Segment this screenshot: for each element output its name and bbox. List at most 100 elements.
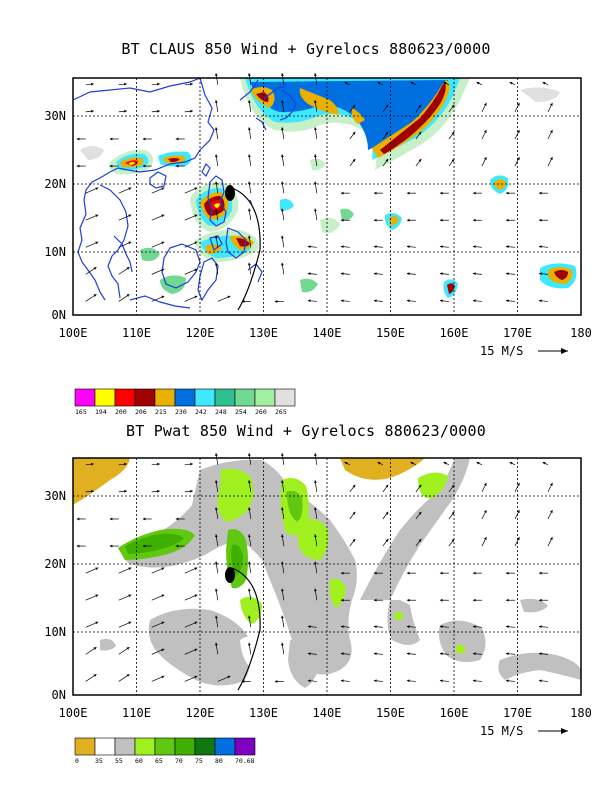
wind-vector-head [538,679,542,683]
wind-vector-head [418,538,422,542]
wind-vector-head [516,482,520,486]
wind-vector-head [194,241,198,245]
wind-vector-head [109,164,113,168]
wind-vector-head [352,538,356,542]
wind-vector-head [126,294,130,297]
panel1-frame [72,77,582,316]
wind-vector-head [314,534,317,538]
panel1-vector-ref-head [561,348,568,354]
wind-vector-head [314,73,317,76]
wind-vector-head [538,598,542,602]
panel2-xlabel: 120E [186,706,215,720]
wind-vector-head [76,544,80,548]
wind-vector-head [443,82,447,85]
wind-vector-head [516,102,520,106]
wind-vector-head [214,615,218,619]
panel2-colorbar-swatch [134,737,156,756]
wind-vector-head [175,137,179,141]
wind-vector-head [542,82,546,85]
wind-vector-head [157,489,160,493]
panel1-colorbar-swatch [174,388,196,407]
wind-vector-head [247,127,251,131]
panel2-colorbar-swatch [234,737,256,756]
wind-vector-head [128,567,132,571]
panel1-ylabel: 20N [44,177,66,191]
wind-vector-head [476,462,480,465]
wind-vector-head [472,571,476,575]
wind-vector-head [451,538,455,542]
wind-vector-head [214,181,218,185]
wind-vector-head [451,158,455,162]
wind-vector-head [344,462,348,465]
wind-vector-head [194,567,198,571]
wind-vector-head [314,208,317,212]
wind-vector-head [340,679,344,683]
wind-vector-head [439,679,443,683]
panel1-colorbar-label: 230 [175,408,187,416]
panel1-colorbar-label: 260 [255,408,267,416]
wind-vector-head [307,245,311,249]
wind-vector-head [352,104,356,108]
wind-vector-head [95,241,99,245]
wind-vector-head [161,621,165,625]
wind-vector-head [352,511,356,515]
panel2-xlabel: 170E [503,706,532,720]
wind-vector-head [161,214,165,218]
panel2-xlabel: 150E [376,706,405,720]
wind-vector-head [538,218,542,222]
wind-vector-head [214,453,218,456]
wind-vector-head [472,272,476,276]
wind-vector-head [377,82,381,85]
wind-vector-head [280,100,284,104]
wind-vector-head [314,100,317,104]
panel2-pwat-fields [73,458,581,688]
wind-vector-head [128,214,132,218]
panel1-xlabel: 100E [59,326,88,340]
wind-vector-head [385,538,389,542]
panel2-xlabel: 160E [440,706,469,720]
wind-vector-head [385,104,389,108]
wind-vector-head [340,245,344,249]
wind-vector-head [472,218,476,222]
wind-vector-head [406,571,410,575]
wind-vector-head [314,181,317,185]
wind-vector-head [157,82,160,86]
panel2-vector-ref: 15 M/S [480,724,523,738]
wind-vector-head [385,511,389,515]
wind-vector-head [505,272,509,276]
wind-vector-head [451,131,455,135]
wind-vector-head [194,675,198,679]
wind-vector-head [157,109,160,113]
wind-vector-head [550,537,553,541]
wind-vector-head [472,245,476,249]
wind-vector-head [472,191,476,195]
panel2-colorbar-label: 70.68 [235,757,255,765]
wind-vector-head [161,648,165,652]
wind-vector-head [128,621,132,625]
wind-vector-head [76,164,80,168]
wind-vector-head [214,235,218,239]
wind-vector-head [93,267,97,270]
wind-vector-head [340,652,344,656]
panel1-colorbar-swatch [234,388,256,407]
panel1-map [72,73,582,316]
panel2-xlabel: 140E [313,706,342,720]
wind-vector-head [95,594,99,598]
panel1-colorbar-label: 206 [135,408,147,416]
wind-vector-head [124,489,127,493]
panel2-colorbar-label: 75 [195,757,203,765]
wind-vector-head [161,295,165,299]
wind-vector-head [190,489,193,493]
panel2-colorbar-swatch [194,737,216,756]
wind-vector-head [93,647,97,650]
wind-vector-head [373,272,377,276]
wind-vector-head [483,102,487,106]
wind-vector-head [214,154,218,158]
wind-vector-head [314,127,317,131]
wind-vector-head [472,299,476,303]
panel2-gridlines [73,458,581,695]
wind-vector-head [247,642,251,646]
wind-vector-head [352,131,356,135]
panel1-gyre-track [231,187,261,311]
wind-vector-head [340,598,344,602]
